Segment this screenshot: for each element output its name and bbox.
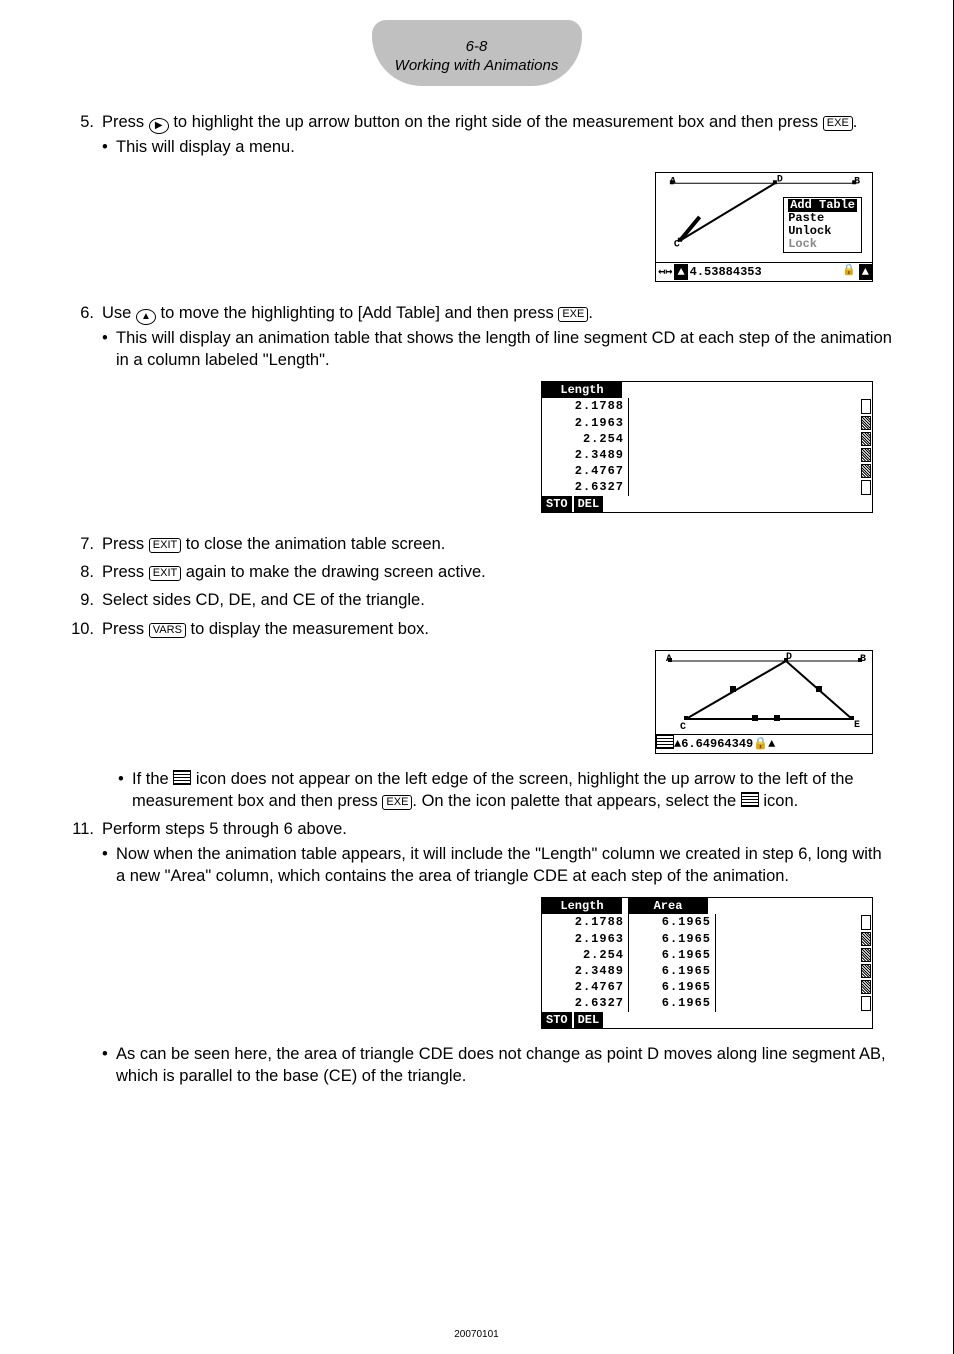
menu-lock: Lock — [788, 237, 817, 251]
step-6: 6. Use ▲ to move the highlighting to [Ad… — [60, 302, 893, 325]
exe-key-icon: EXE — [823, 116, 853, 131]
svg-text:D: D — [786, 652, 792, 663]
step-11-bullet: • Now when the animation table appears, … — [60, 843, 893, 888]
context-menu: Add Table Paste Unlock Lock — [783, 197, 862, 253]
area-column: 6.1965 6.1965 6.1965 6.1965 6.1965 6.196… — [629, 914, 716, 1011]
svg-text:B: B — [860, 654, 866, 665]
step-11: 11. Perform steps 5 through 6 above. — [60, 818, 893, 840]
lock-icon: 🔒 — [839, 264, 859, 279]
exit-key-icon: EXIT — [149, 538, 181, 553]
step-10: 10. Press VARS to display the measuremen… — [60, 618, 893, 640]
step-6-bullet: • This will display an animation table t… — [60, 327, 893, 372]
up-arrow-icon: ▲ — [859, 264, 872, 280]
col-header-length: Length — [542, 382, 622, 398]
lock-icon: 🔒 — [753, 736, 768, 752]
up-arrow-icon: ▲ — [768, 736, 775, 752]
right-key-icon: ▶ — [149, 118, 169, 134]
step-9: 9. Select sides CD, DE, and CE of the tr… — [60, 589, 893, 611]
area-icon — [656, 734, 674, 749]
area-value: 6.64964349 — [681, 736, 753, 752]
step-5: 5. Press ▶ to highlight the up arrow but… — [60, 111, 893, 134]
content: 5. Press ▶ to highlight the up arrow but… — [60, 111, 893, 1088]
step-10-bullet: • If the icon does not appear on the lef… — [60, 768, 893, 813]
scrollbar-icon — [860, 914, 872, 1011]
step-5-bullet: • This will display a menu. — [60, 136, 893, 158]
measurement-bar: ↤↦ ▲ 4.53884353 🔒 ▲ — [656, 262, 872, 281]
step-7: 7. Press EXIT to close the animation tab… — [60, 533, 893, 555]
exe-key-icon: EXE — [382, 795, 412, 810]
exit-key-icon: EXIT — [149, 566, 181, 581]
page-title: Working with Animations — [382, 57, 572, 76]
table-footer: STODEL — [542, 1012, 872, 1028]
vars-key-icon: VARS — [149, 623, 186, 638]
svg-text:E: E — [854, 720, 860, 731]
svg-text:C: C — [680, 722, 686, 733]
menu-unlock: Unlock — [788, 224, 831, 238]
step-8: 8. Press EXIT again to make the drawing … — [60, 561, 893, 583]
screenshot-triangle-area: A D B C E ▲ 6.64964349 🔒 ▲ — [655, 650, 873, 754]
svg-text:D: D — [777, 173, 783, 184]
measurement-bar: ▲ 6.64964349 🔒 ▲ — [656, 734, 872, 753]
del-button: DEL — [574, 1012, 604, 1028]
page-number: 6-8 — [382, 38, 572, 57]
area-icon — [173, 770, 191, 785]
col-header-length: Length — [542, 898, 622, 914]
sto-button: STO — [542, 496, 572, 512]
header-badge: 6-8 Working with Animations — [372, 20, 582, 86]
length-column: 2.1788 2.1963 2.254 2.3489 2.4767 2.6327 — [542, 914, 629, 1011]
table-footer: STODEL — [542, 496, 872, 512]
sto-button: STO — [542, 1012, 572, 1028]
svg-text:A: A — [666, 654, 672, 665]
screenshot-length-table: Length 2.1788 2.1963 2.254 2.3489 2.4767… — [541, 381, 873, 513]
area-icon — [741, 792, 759, 807]
del-button: DEL — [574, 496, 604, 512]
measurement-value: 4.53884353 — [688, 264, 764, 280]
exe-key-icon: EXE — [558, 307, 588, 322]
footer-code: 20070101 — [0, 1329, 953, 1340]
menu-paste: Paste — [788, 211, 824, 225]
scrollbar-icon — [860, 398, 872, 495]
page: 6-8 Working with Animations 5. Press ▶ t… — [0, 0, 954, 1354]
triangle-cde-icon: A D B C E — [656, 651, 874, 737]
screenshot-length-area-table: Length Area 2.1788 2.1963 2.254 2.3489 2… — [541, 897, 873, 1029]
screenshot-menu: A D B C Add Table Paste Unlock Lock ↤↦ ▲… — [655, 172, 873, 282]
length-column: 2.1788 2.1963 2.254 2.3489 2.4767 2.6327 — [542, 398, 629, 495]
up-key-icon: ▲ — [136, 309, 156, 325]
col-header-area: Area — [628, 898, 708, 914]
step-11-bullet-2: • As can be seen here, the area of trian… — [60, 1043, 893, 1088]
